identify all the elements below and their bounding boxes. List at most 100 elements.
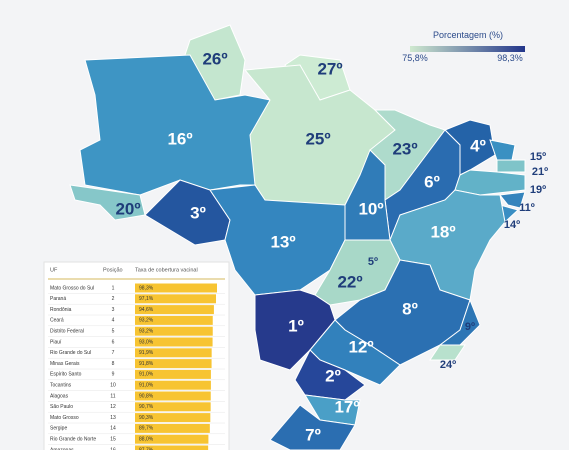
uf: Ceará xyxy=(50,318,64,324)
state xyxy=(69,184,146,221)
value-label: 91,0% xyxy=(139,372,154,378)
uf: São Paulo xyxy=(50,404,73,410)
bar xyxy=(135,445,209,450)
value-label: 90,7% xyxy=(139,404,154,410)
value-label: 90,3% xyxy=(139,415,154,421)
state-rank: 22º xyxy=(337,272,362,291)
position: 14 xyxy=(110,426,116,432)
state-rank: 9º xyxy=(465,321,475,333)
bar xyxy=(135,305,214,315)
state-rank: 24º xyxy=(440,359,456,371)
state-rank: 3º xyxy=(190,203,206,222)
position: 2 xyxy=(112,296,115,302)
bar xyxy=(135,413,211,423)
legend-max: 98,3% xyxy=(497,53,523,63)
position: 1 xyxy=(112,285,115,291)
state-rank: 12º xyxy=(348,337,373,356)
table-header: Posição xyxy=(103,267,123,273)
state-rank: 8º xyxy=(402,299,418,318)
uf: Rio Grande do Norte xyxy=(50,437,96,443)
state xyxy=(454,169,526,196)
table-header: Taxa de cobertura vacinal xyxy=(135,267,198,273)
state xyxy=(269,404,356,450)
bar xyxy=(135,380,211,390)
state-rank: 5º xyxy=(368,256,378,268)
legend: Porcentagem (%) 75,8% 98,3% xyxy=(402,30,525,63)
value-label: 97,1% xyxy=(139,296,154,302)
value-label: 91,8% xyxy=(139,361,154,367)
bar xyxy=(135,369,211,379)
state xyxy=(429,344,466,361)
bar xyxy=(135,337,213,347)
state-rank: 26º xyxy=(202,49,227,68)
state-rank: 1º xyxy=(288,316,304,335)
position: 10 xyxy=(110,383,116,389)
value-label: 91,9% xyxy=(139,350,154,356)
position: 16 xyxy=(110,447,116,450)
bar xyxy=(135,348,212,358)
position: 11 xyxy=(110,393,115,399)
bar xyxy=(135,434,209,444)
position: 7 xyxy=(112,350,115,356)
value-label: 90,8% xyxy=(139,393,154,399)
uf: Sergipe xyxy=(50,426,67,432)
legend-title: Porcentagem (%) xyxy=(433,30,503,40)
bar xyxy=(135,315,213,325)
bar xyxy=(135,391,211,401)
state-rank: 13º xyxy=(270,232,295,251)
position: 9 xyxy=(112,372,115,378)
uf: Mato Grosso do Sul xyxy=(50,285,94,291)
table: UF Posição Taxa de cobertura vacinal Mato G… xyxy=(43,261,230,450)
position: 5 xyxy=(112,329,115,335)
state-rank: 2º xyxy=(325,366,341,385)
state-rank: 10º xyxy=(358,199,383,218)
uf: Alagoas xyxy=(50,393,69,399)
state-rank: 15º xyxy=(530,151,546,163)
uf: Paraná xyxy=(50,296,66,302)
value-label: 94,6% xyxy=(139,307,154,313)
state-rank: 19º xyxy=(530,184,546,196)
bar xyxy=(135,402,211,412)
position: 4 xyxy=(112,318,115,324)
state-rank: 20º xyxy=(115,199,140,218)
position: 6 xyxy=(112,339,115,345)
state-rank: 18º xyxy=(430,222,455,241)
state-rank: 14º xyxy=(504,219,520,231)
bar xyxy=(135,283,217,293)
uf: Mato Grosso xyxy=(50,415,79,421)
position: 13 xyxy=(110,415,116,421)
uf: Distrito Federal xyxy=(50,329,84,335)
uf: Minas Gerais xyxy=(50,361,80,367)
state-rank: 21º xyxy=(532,166,548,178)
value-label: 87,7% xyxy=(139,447,154,450)
bar xyxy=(135,359,212,369)
state-rank: 25º xyxy=(305,129,330,148)
state-rank: 4º xyxy=(470,136,486,155)
uf: Espírito Santo xyxy=(50,372,82,378)
bar xyxy=(135,294,216,304)
position: 3 xyxy=(112,307,115,313)
position: 15 xyxy=(110,437,116,443)
value-label: 88,0% xyxy=(139,437,154,443)
value-label: 89,7% xyxy=(139,426,154,432)
value-label: 91,0% xyxy=(139,383,154,389)
value-label: 93,2% xyxy=(139,329,154,335)
state xyxy=(304,394,361,426)
legend-gradient xyxy=(410,46,525,52)
value-label: 98,3% xyxy=(139,285,154,291)
uf: Tocantins xyxy=(50,383,72,389)
uf: Piauí xyxy=(50,339,62,345)
position: 8 xyxy=(112,361,115,367)
bar xyxy=(135,423,210,433)
state-rank: 6º xyxy=(424,172,440,191)
table-header: UF xyxy=(50,267,58,273)
uf: Amazonas xyxy=(50,447,74,450)
value-label: 93,2% xyxy=(139,318,154,324)
state xyxy=(294,349,366,401)
state-rank: 27º xyxy=(317,59,342,78)
state-rank: 23º xyxy=(392,139,417,158)
value-label: 93,0% xyxy=(139,339,154,345)
uf: Rio Grande do Sul xyxy=(50,350,91,356)
